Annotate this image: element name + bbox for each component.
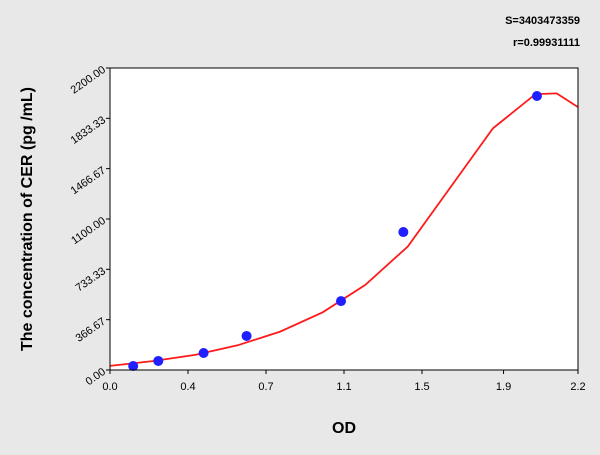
x-tick-label: 2.2 xyxy=(570,381,585,393)
y-tick-label: 733.33 xyxy=(74,265,108,294)
data-point xyxy=(241,330,252,341)
x-tick-label: 0.0 xyxy=(102,381,117,393)
x-tick-label: 1.5 xyxy=(414,381,429,393)
data-point xyxy=(531,91,542,102)
annotation: S=3403473359 xyxy=(505,15,580,27)
y-tick-label: 2200.00 xyxy=(69,64,108,97)
y-tick-label: 1833.33 xyxy=(69,114,108,147)
x-tick-label: 1.1 xyxy=(336,381,351,393)
x-tick-label: 1.9 xyxy=(496,381,511,393)
plot-area xyxy=(110,68,578,370)
data-point xyxy=(153,355,164,366)
x-axis-title: OD xyxy=(332,420,356,437)
annotation: r=0.99931111 xyxy=(513,37,580,49)
y-tick-label: 1100.00 xyxy=(69,215,108,247)
x-tick-label: 0.7 xyxy=(258,381,273,393)
data-point xyxy=(198,347,209,358)
marks xyxy=(109,91,579,372)
data-point xyxy=(336,296,347,307)
x-tick-label: 0.4 xyxy=(180,381,195,393)
data-point xyxy=(128,361,139,372)
y-tick-label: 1466.67 xyxy=(69,165,108,198)
data-point xyxy=(398,227,409,238)
y-axis-title: The concentration of CER (pg /mL) xyxy=(19,87,36,351)
y-tick-label: 366.67 xyxy=(74,316,108,345)
